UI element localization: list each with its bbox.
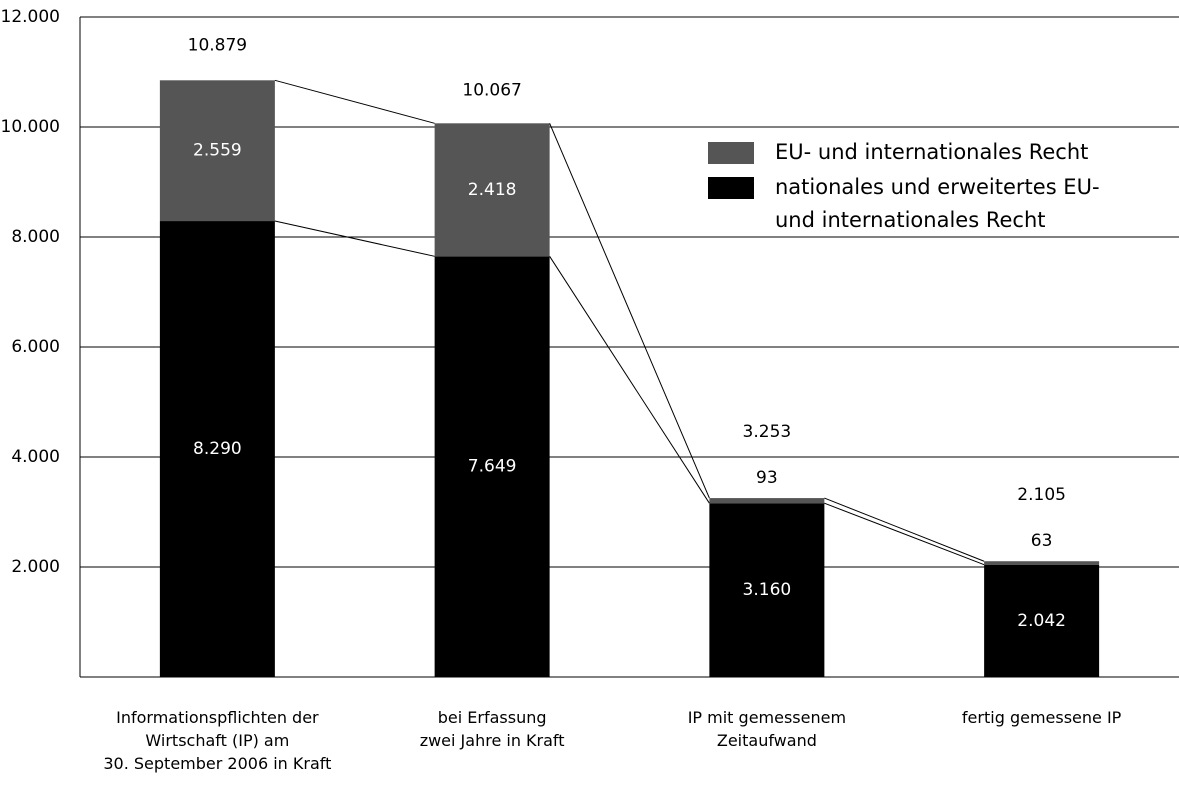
- value-label: 93: [756, 468, 778, 488]
- legend-swatch: [708, 142, 754, 164]
- value-label: 2.559: [193, 141, 242, 161]
- connector: [549, 256, 710, 504]
- total-label: 3.253: [743, 422, 792, 442]
- bar-segment: [984, 561, 1100, 565]
- bar-segment: [159, 221, 275, 678]
- bar-segment: [434, 256, 550, 677]
- y-tick-label: 2.000: [11, 557, 60, 577]
- x-tick-label: bei Erfassung zwei Jahre in Kraft: [419, 708, 565, 750]
- x-tick-label: IP mit gemessenem Zeitaufwand: [687, 708, 847, 750]
- bar-segment: [159, 80, 275, 222]
- value-label: 7.649: [468, 457, 517, 477]
- connector: [274, 220, 435, 257]
- y-tick-label: 4.000: [11, 447, 60, 467]
- connector: [824, 497, 985, 562]
- legend-label: nationales und erweitertes EU- und inter…: [775, 175, 1100, 232]
- value-label: 8.290: [193, 439, 242, 459]
- bar-segment: [984, 564, 1100, 677]
- bar-segment: [709, 503, 825, 677]
- legend-swatch: [708, 177, 754, 199]
- total-label: 2.105: [1017, 485, 1066, 505]
- y-tick-label: 10.000: [1, 117, 60, 137]
- x-tick-label: Informationspflichten der Wirtschaft (IP…: [103, 708, 332, 773]
- connector: [824, 502, 985, 566]
- value-label: 2.042: [1017, 611, 1066, 631]
- total-label: 10.067: [462, 80, 521, 100]
- y-tick-label: 12.000: [1, 7, 60, 27]
- value-label: 2.418: [468, 180, 517, 200]
- connector: [549, 123, 710, 499]
- y-tick-label: 6.000: [11, 337, 60, 357]
- value-label: 63: [1031, 531, 1053, 551]
- total-label: 10.879: [188, 36, 247, 56]
- bar-segment: [709, 498, 825, 504]
- y-tick-label: 8.000: [11, 227, 60, 247]
- legend-label: EU- und internationales Recht: [775, 140, 1089, 164]
- bar-segment: [434, 123, 550, 257]
- connector: [274, 79, 435, 124]
- x-tick-label: fertig gemessene IP: [961, 708, 1122, 727]
- value-label: 3.160: [743, 580, 792, 600]
